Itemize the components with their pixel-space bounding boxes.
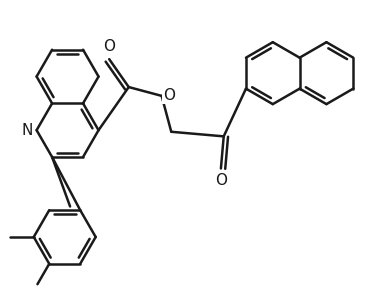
Text: O: O bbox=[103, 39, 115, 54]
Text: O: O bbox=[215, 174, 227, 188]
Text: N: N bbox=[22, 123, 33, 138]
Text: O: O bbox=[163, 88, 175, 103]
